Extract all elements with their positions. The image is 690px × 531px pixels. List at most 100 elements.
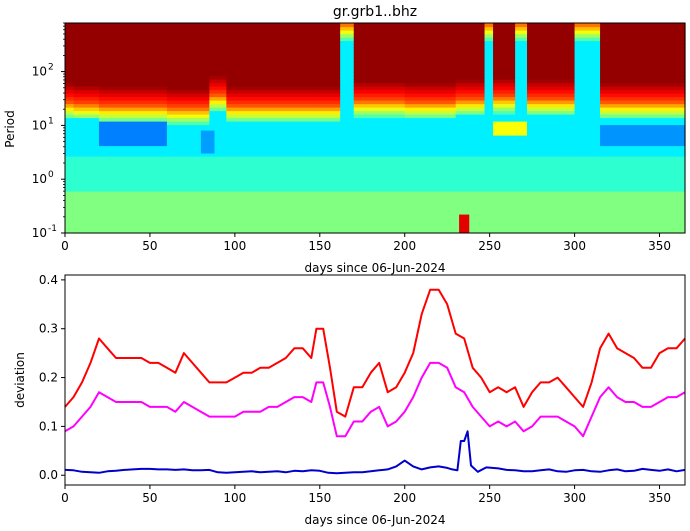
heatmap-cell [353,135,406,140]
heatmap-cell [527,219,576,224]
heatmap-cell [574,47,601,52]
heatmap-cell [98,54,168,59]
deviation-x-tick-label: 100 [223,491,246,505]
heatmap-cell [455,54,486,59]
heatmap-cell [515,145,528,150]
heatmap-cell [73,37,100,42]
heatmap-cell [484,170,494,175]
heatmap-cell [527,44,576,49]
heatmap-cell [353,152,406,157]
heatmap-cell [574,121,601,126]
heatmap-cell [484,117,494,122]
heatmap-cell [73,229,100,234]
heatmap-cell [484,72,494,77]
heatmap-cell [600,229,686,234]
heatmap-cell [455,166,486,171]
heatmap-cell [527,194,576,199]
heatmap-cell [574,222,601,227]
heatmap-cell [600,30,686,35]
heatmap-cell [166,201,210,206]
heatmap-cell [527,82,576,87]
heatmap-cell [65,180,75,185]
heatmap-cell [353,37,406,42]
heatmap-cell [515,138,528,143]
heatmap-cell [515,163,528,168]
heatmap-cell [73,40,100,45]
heatmap-cell [574,30,601,35]
heatmap-cell [527,124,576,129]
heatmap-cell [515,156,528,161]
heatmap-cell [98,51,168,56]
heatmap-cell [319,170,341,175]
heatmap-cell [600,180,686,185]
heatmap-cell [166,205,210,210]
heatmap-cell [73,198,100,203]
heatmap-cell [527,229,576,234]
heatmap-cell [226,58,321,63]
deviation-series [64,288,686,475]
heatmap-cell [515,93,528,98]
heatmap-cell [319,149,341,154]
heatmap-cell [493,124,516,129]
heatmap-cell [600,65,686,70]
heatmap-cell [515,159,528,164]
heatmap-cell [166,138,210,143]
heatmap-cell [340,215,355,220]
heatmap-cell [65,191,75,196]
heatmap-cell [166,145,210,150]
heatmap-cell [484,156,494,161]
heatmap-cell [404,198,457,203]
heatmap-cell [574,96,601,101]
heatmap-cell [73,100,100,105]
heatmap-cell [455,124,486,129]
heatmap-cell [493,191,516,196]
heatmap-cell [404,107,457,112]
heatmap-cell [73,163,100,168]
heatmap-cell [515,68,528,73]
heatmap-cell [527,110,576,115]
heatmap-cell [455,163,486,168]
heatmap-cell [404,47,457,52]
heatmap-cell [340,37,355,42]
heatmap-cell [166,65,210,70]
heatmap-cell [455,65,486,70]
heatmap-cell [166,58,210,63]
heatmap-x-tick-label: 50 [142,239,157,253]
heatmap-cell [340,93,355,98]
heatmap-cell [527,75,576,80]
heatmap-cell [65,114,75,119]
heatmap-cell [319,100,341,105]
heatmap-cell [493,89,516,94]
heatmap-cell [527,177,576,182]
heatmap-cell [574,124,601,129]
heatmap-cell [600,124,686,129]
heatmap-cell [353,79,406,84]
heatmap-cell [353,156,406,161]
heatmap-cell [493,145,516,150]
heatmap-cell [65,124,75,129]
heatmap-cell [404,37,457,42]
heatmap-y-tick-label: 10 [32,118,47,132]
heatmap-cell [515,215,528,220]
heatmap-cell [65,173,75,178]
heatmap-cell [455,198,486,203]
heatmap-cell [353,173,406,178]
heatmap-cell [574,86,601,91]
heatmap-cell [226,86,321,91]
heatmap-cell [340,121,355,126]
heatmap-cell [600,215,686,220]
heatmap-cell [209,173,227,178]
heatmap-cell [484,187,494,192]
heatmap-cell [98,180,168,185]
heatmap-cell [65,215,75,220]
heatmap-cell [515,205,528,210]
heatmap-cell [353,93,406,98]
heatmap-cell [209,138,227,143]
heatmap-cell [493,114,516,119]
heatmap-cell [515,184,528,189]
heatmap-cell [73,131,100,136]
heatmap-cell [319,44,341,49]
heatmap-cell [455,208,486,213]
heatmap-cell [527,61,576,66]
